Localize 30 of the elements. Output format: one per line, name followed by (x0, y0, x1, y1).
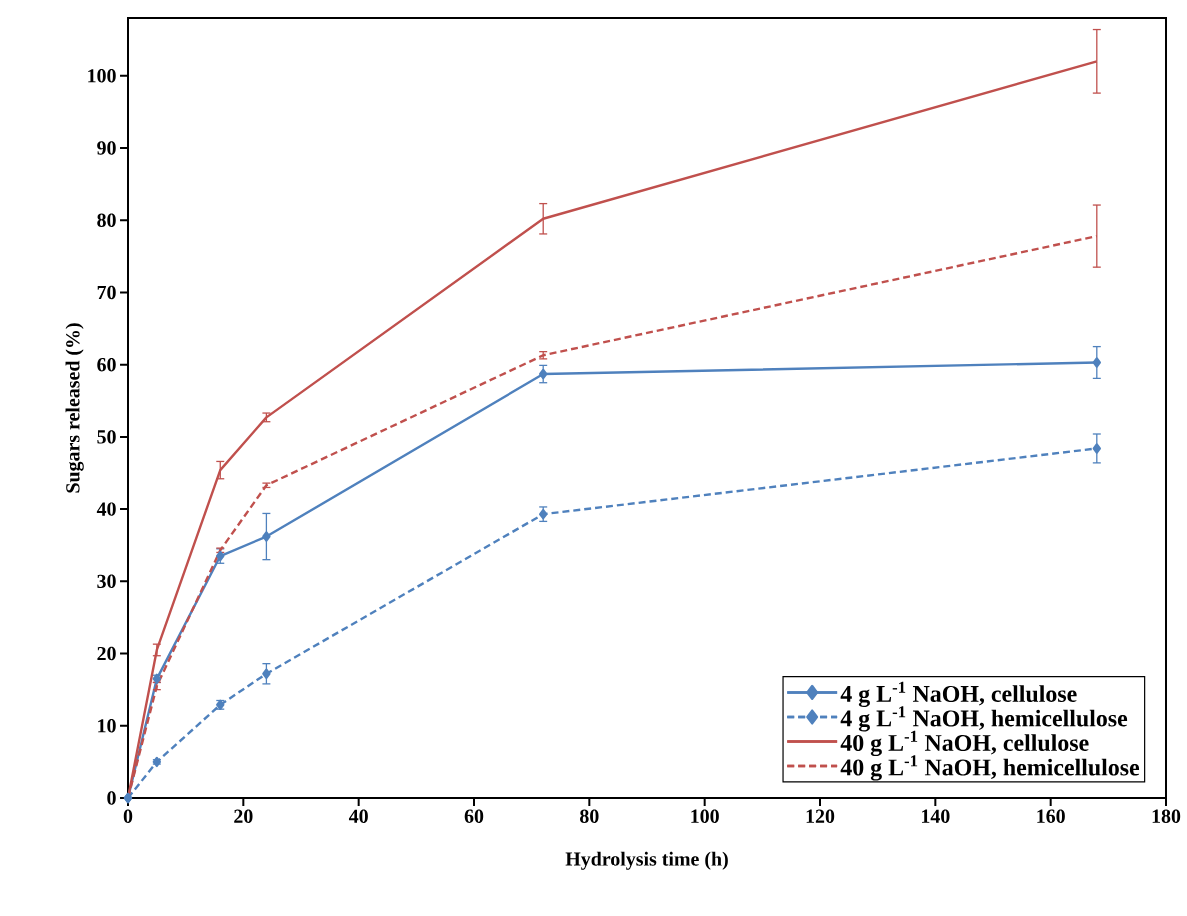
y-tick-label: 30 (97, 574, 116, 589)
x-tick-label: 160 (1037, 809, 1065, 823)
y-tick-label: 20 (97, 646, 116, 661)
y-tick-label: 10 (98, 719, 116, 733)
y-tick-label: 80 (97, 213, 116, 227)
y-tick-label: 90 (97, 141, 116, 155)
x-tick-label: 180 (1152, 809, 1181, 823)
legend-label: 40 g L$^{-1}$ NaOH, hemicellulose (840, 755, 1140, 781)
x-axis-title: Hydrolysis time (h) (565, 851, 728, 870)
point (1092, 443, 1101, 454)
point (1092, 357, 1101, 368)
y-tick-label: 70 (97, 285, 116, 300)
x-tick-label: 140 (921, 809, 950, 823)
point (262, 668, 271, 679)
y-tick-label: 100 (88, 69, 116, 83)
y-tick-label: 40 (96, 502, 116, 516)
x-tick-label: 80 (580, 809, 599, 823)
y-tick-label: 50 (97, 430, 116, 444)
point (539, 368, 548, 380)
x-tick-label: 100 (691, 809, 719, 823)
y-axis-title: Sugars released (%) (65, 323, 84, 493)
point (262, 531, 271, 542)
y-tick-label: 60 (97, 357, 116, 372)
x-tick-label: 120 (806, 809, 835, 823)
y-tick-label: 0 (107, 791, 116, 805)
legend-label: 4 g L$^{-1}$ NaOH, hemicellulose (840, 706, 1128, 732)
x-tick-label: 60 (464, 809, 484, 823)
x-tick-label: 40 (348, 809, 368, 823)
x-tick-label: 0 (123, 809, 133, 823)
x-tick-label: 20 (234, 809, 253, 823)
